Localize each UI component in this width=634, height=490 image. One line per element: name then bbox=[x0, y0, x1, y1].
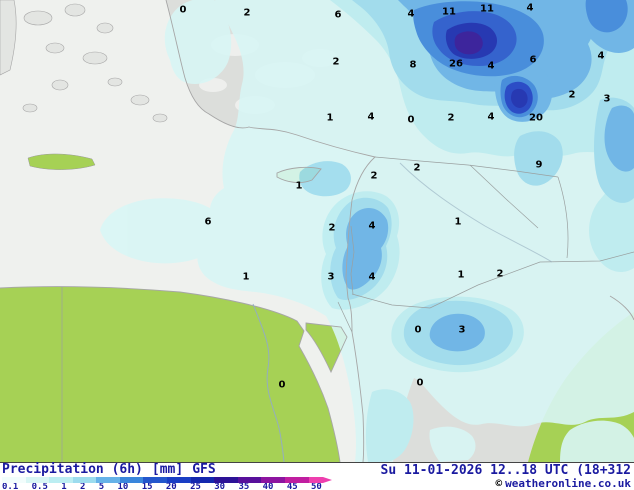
scale-segment bbox=[119, 477, 144, 483]
precip-1mm bbox=[365, 389, 414, 462]
border-saudi-north bbox=[351, 251, 634, 309]
island bbox=[152, 113, 168, 123]
map-graphic bbox=[0, 0, 634, 462]
aegean-islands-layer bbox=[0, 0, 168, 123]
island bbox=[51, 79, 69, 91]
legend-title: Precipitation (6h) [mm] GFS bbox=[2, 462, 347, 477]
border-iraq-iran bbox=[557, 176, 569, 259]
scale-segment bbox=[167, 477, 191, 483]
scale-segment bbox=[214, 477, 238, 483]
scale-segment bbox=[72, 477, 97, 483]
legend-bar: Precipitation (6h) [mm] GFS 0.1 0.5 1 2 5 10 1… bbox=[0, 462, 634, 490]
scale-tick: 25 bbox=[190, 482, 201, 490]
scale-tick: 2 bbox=[79, 482, 86, 490]
copyright-icon: © bbox=[495, 477, 503, 490]
precipitation-layer bbox=[100, 0, 634, 462]
river-nile bbox=[252, 303, 285, 462]
precip-0.1mm bbox=[164, 0, 232, 84]
land-greece-edge bbox=[0, 0, 17, 76]
scale-tick: 40 bbox=[262, 482, 274, 490]
river-euphrates bbox=[399, 162, 553, 263]
copyright-text: weatheronline.co.uk bbox=[505, 477, 631, 490]
legend-left: Precipitation (6h) [mm] GFS 0.1 0.5 1 2 5 10 1… bbox=[0, 463, 347, 490]
scale-segment bbox=[261, 477, 285, 483]
coast-north-africa bbox=[0, 286, 341, 462]
island bbox=[45, 42, 65, 54]
border-egypt-israel bbox=[337, 301, 353, 333]
island bbox=[64, 3, 86, 17]
island bbox=[107, 77, 123, 87]
rivers-layer bbox=[252, 162, 553, 462]
precip-2mm bbox=[299, 161, 351, 197]
island-crete bbox=[27, 153, 96, 170]
precip-25mm bbox=[511, 88, 528, 108]
scale-segment bbox=[190, 477, 215, 483]
coastline-layer bbox=[0, 0, 634, 462]
border-jordan bbox=[350, 225, 355, 295]
scale-tick: 15 bbox=[141, 482, 153, 490]
parameter-units: [mm] bbox=[151, 462, 184, 477]
coast-cyprus bbox=[276, 166, 322, 184]
precip-0.1mm bbox=[429, 426, 476, 462]
precip-10mm bbox=[585, 0, 628, 33]
land-north-africa bbox=[0, 286, 340, 462]
borders-layer bbox=[61, 156, 634, 462]
scale-segment bbox=[237, 477, 262, 483]
island bbox=[23, 10, 53, 26]
scale-tick: 0.1 bbox=[2, 482, 19, 490]
valid-time: Su 11-01-2026 12..18 UTC (18+312 bbox=[380, 463, 631, 478]
scale-tick: 35 bbox=[238, 482, 250, 490]
scale-segment bbox=[308, 477, 332, 483]
island bbox=[82, 51, 108, 65]
scale-segment bbox=[96, 477, 120, 483]
island bbox=[96, 22, 114, 34]
border-syria-iraq bbox=[469, 164, 539, 229]
scale-segment bbox=[2, 477, 26, 483]
color-scale-bar bbox=[2, 477, 332, 483]
scale-segment bbox=[25, 477, 50, 483]
precip-0.1mm bbox=[560, 420, 634, 462]
legend-right: Su 11-01-2026 12..18 UTC (18+312 © weath… bbox=[381, 463, 634, 490]
precip-5mm bbox=[342, 208, 389, 290]
scale-tick: 30 bbox=[214, 482, 226, 490]
scale-tick: 20 bbox=[165, 482, 177, 490]
coast-sinai bbox=[305, 322, 348, 374]
coast-anatolia-levant bbox=[165, 0, 376, 462]
island bbox=[130, 94, 150, 106]
copyright-link[interactable]: © weatheronline.co.uk bbox=[496, 478, 631, 489]
scale-tick: 10 bbox=[117, 482, 129, 490]
precipitation-map: 0 2 6 4 11 11 4 2 8 26 4 6 4 2 3 1 4 0 2 4 20 1 2 2 9 6 2 4 1 1 3 4 1 2 0 3… bbox=[0, 0, 634, 462]
coast-persian-gulf bbox=[609, 295, 634, 321]
scale-ticks: 0.1 0.5 1 2 5 10 15 20 25 30 35 40 45 50 bbox=[2, 483, 322, 490]
parameter-name: Precipitation (6h) bbox=[2, 462, 143, 477]
scale-tick: 50 bbox=[311, 482, 322, 490]
precip-30mm bbox=[454, 31, 483, 55]
precip-0.1mm bbox=[100, 198, 225, 264]
model-name: GFS bbox=[192, 462, 216, 477]
border-turkey-syria bbox=[374, 156, 559, 178]
precip-5mm bbox=[429, 313, 485, 352]
scale-segment bbox=[143, 477, 168, 483]
scale-tick: 5 bbox=[98, 482, 105, 490]
scale-segment bbox=[49, 477, 73, 483]
precip-5mm bbox=[604, 105, 634, 172]
scale-tick: 45 bbox=[286, 482, 298, 490]
scale-tick: 1 bbox=[61, 482, 67, 490]
scale-tick: 0.5 bbox=[31, 482, 48, 490]
island bbox=[22, 103, 38, 113]
precip-2mm bbox=[514, 131, 563, 186]
scale-segment bbox=[284, 477, 309, 483]
